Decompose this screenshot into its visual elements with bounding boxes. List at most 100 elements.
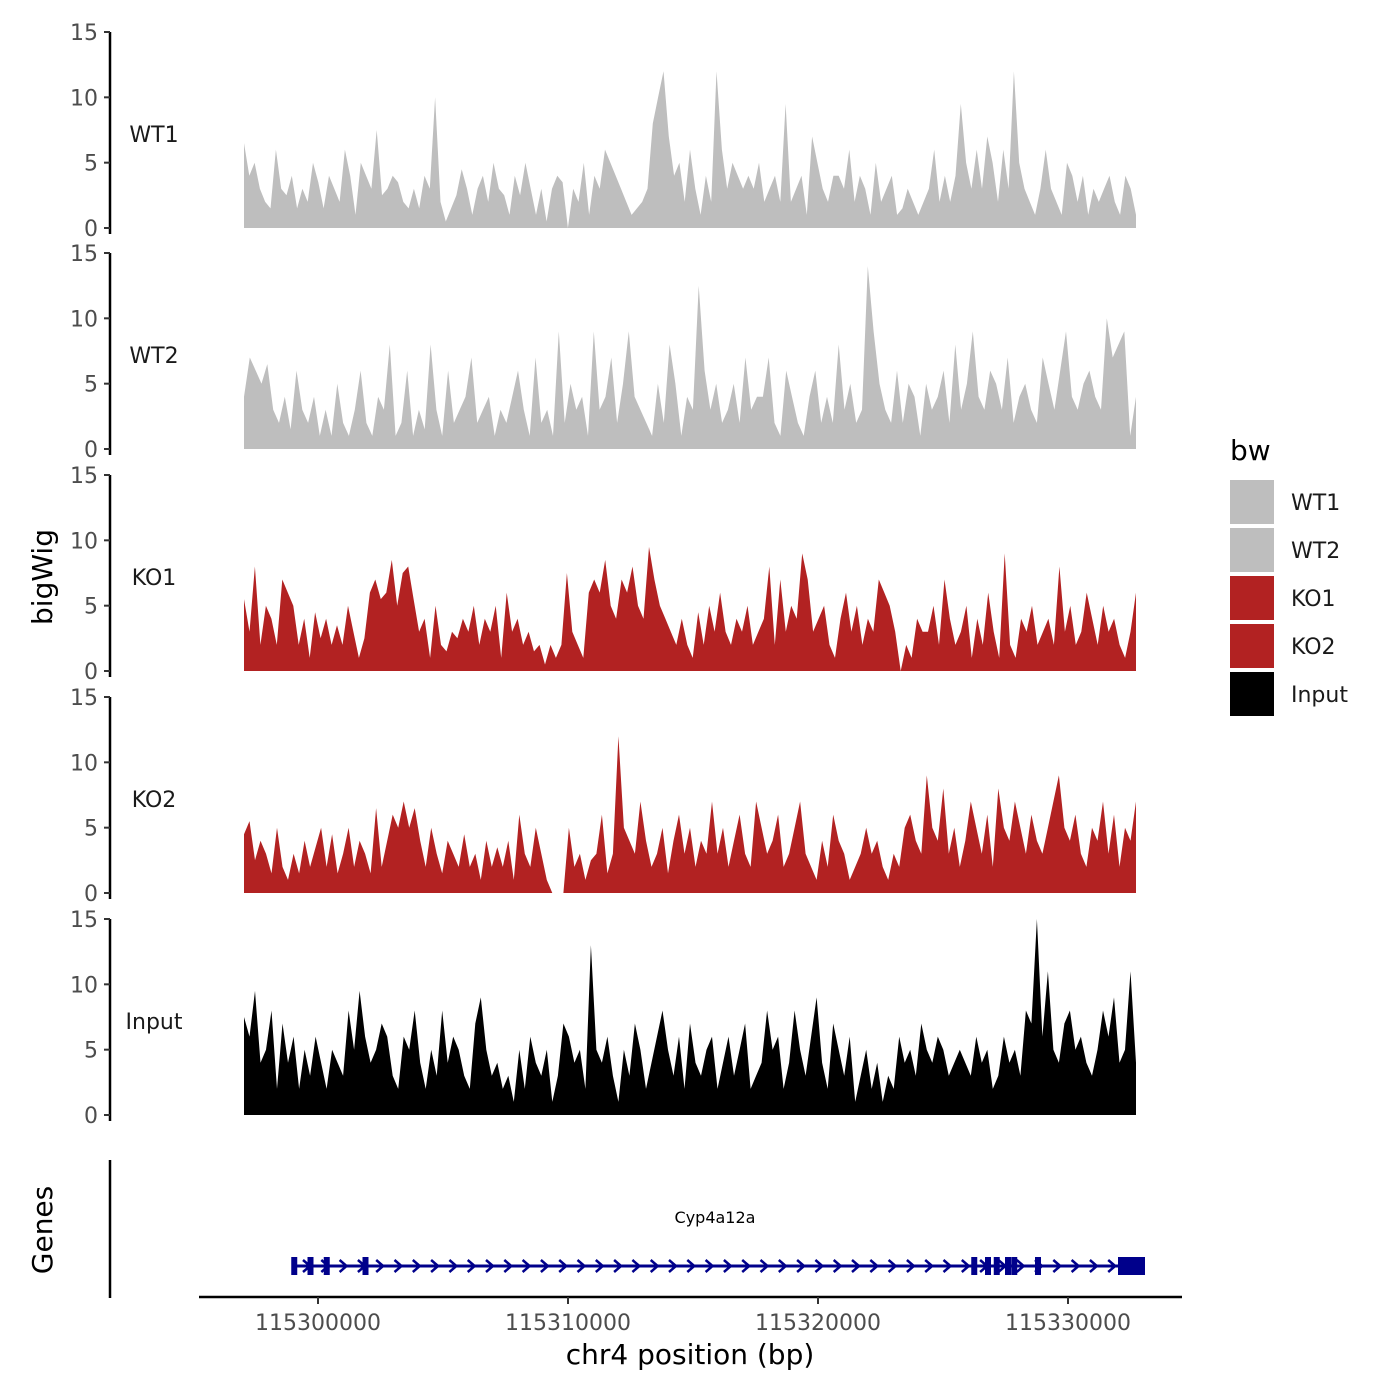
x-axis: 115300000 115310000 115320000 115330000: [199, 1295, 1182, 1336]
gene-exon: [971, 1257, 978, 1275]
y-tick-label: 10: [70, 86, 98, 111]
gene-exon: [1011, 1257, 1018, 1275]
y-tick-label: 15: [70, 242, 98, 267]
strand-arrow: [887, 1259, 898, 1273]
y-tick-label: 0: [84, 438, 98, 463]
track-ko1: 0 5 10 15 KO1: [70, 464, 1136, 685]
y-tick-label: 0: [84, 660, 98, 685]
y-tick-label: 5: [84, 817, 98, 842]
strand-arrow: [448, 1259, 459, 1273]
y-tick-label: 0: [84, 882, 98, 907]
strand-arrow: [375, 1259, 386, 1273]
strand-arrow: [594, 1259, 605, 1273]
strand-arrow: [869, 1259, 880, 1273]
strand-arrow: [393, 1259, 404, 1273]
gene-exon: [362, 1257, 369, 1275]
genes-axis-title: Genes: [26, 1186, 59, 1274]
strand-arrow: [338, 1259, 349, 1273]
strand-arrow: [777, 1259, 788, 1273]
x-tick-label: 115310000: [505, 1311, 631, 1336]
strand-arrow: [430, 1259, 441, 1273]
track-label-ko1: KO1: [132, 566, 177, 591]
gene-utr-block: [1118, 1257, 1145, 1275]
gene-exon: [323, 1257, 330, 1275]
legend-label-ko1: KO1: [1291, 587, 1336, 612]
gene-exon: [985, 1257, 991, 1275]
strand-arrow: [741, 1259, 752, 1273]
strand-arrow: [704, 1259, 715, 1273]
y-tick-label: 5: [84, 595, 98, 620]
strand-arrow: [631, 1259, 642, 1273]
track-input: 0 5 10 15 Input: [70, 908, 1136, 1129]
legend-label-wt1: WT1: [1291, 491, 1340, 516]
area-input: [244, 919, 1136, 1115]
strand-arrow: [924, 1259, 935, 1273]
strand-arrow: [942, 1259, 953, 1273]
strand-arrow: [649, 1259, 660, 1273]
y-tick-label: 0: [84, 217, 98, 242]
y-tick-label: 10: [70, 751, 98, 776]
strand-arrow: [668, 1259, 678, 1273]
y-tick-label: 10: [70, 529, 98, 554]
gene-exon: [993, 1257, 1000, 1275]
gene-exon: [291, 1257, 298, 1275]
strand-arrow: [411, 1259, 422, 1273]
legend-title: bw: [1230, 434, 1271, 467]
strand-arrow: [796, 1259, 807, 1273]
y-tick-label: 15: [70, 908, 98, 933]
strand-arrow: [723, 1259, 733, 1273]
x-tick-label: 115320000: [755, 1311, 881, 1336]
legend-label-input: Input: [1291, 683, 1348, 708]
track-wt2: 0 5 10 15 WT2: [70, 242, 1136, 463]
gene-track: Cyp4a12a: [108, 1160, 1145, 1298]
strand-arrow: [521, 1259, 532, 1273]
legend-swatch-wt2: [1230, 528, 1274, 572]
y-tick-label: 15: [70, 686, 98, 711]
y-tick-label: 5: [84, 1039, 98, 1064]
y-tick-label: 10: [70, 973, 98, 998]
legend-swatch-wt1: [1230, 480, 1274, 524]
strand-arrow: [485, 1259, 495, 1273]
gene-exon: [1005, 1257, 1011, 1275]
strand-arrow: [466, 1259, 477, 1273]
strand-arrow: [1052, 1259, 1063, 1273]
track-label-wt1: WT1: [129, 123, 178, 148]
strand-arrow: [1107, 1259, 1118, 1273]
legend-swatch-ko1: [1230, 576, 1274, 620]
strand-arrow: [759, 1259, 770, 1273]
y-tick-label: 5: [84, 152, 98, 177]
legend-label-wt2: WT2: [1291, 539, 1340, 564]
strand-arrow: [1070, 1259, 1081, 1273]
strand-arrow: [558, 1259, 569, 1273]
legend-swatch-ko2: [1230, 624, 1274, 668]
x-axis-title: chr4 position (bp): [566, 1338, 815, 1371]
legend: bw WT1 WT2 KO1 KO2 Input: [1230, 434, 1348, 716]
strand-arrow: [686, 1259, 697, 1273]
y-axis-title: bigWig: [26, 529, 59, 625]
strand-arrow: [540, 1259, 550, 1273]
track-label-input: Input: [126, 1010, 183, 1035]
y-tick-label: 0: [84, 1104, 98, 1129]
strand-arrow: [960, 1259, 971, 1273]
area-ko1: [244, 546, 1136, 671]
strand-arrow: [1015, 1259, 1026, 1273]
gene-exon: [307, 1257, 314, 1275]
strand-arrow: [576, 1259, 587, 1273]
strand-arrow: [906, 1259, 916, 1273]
y-tick-label: 15: [70, 21, 98, 46]
strand-arrow: [613, 1259, 624, 1273]
y-tick-label: 15: [70, 464, 98, 489]
area-wt1: [244, 71, 1136, 228]
track-label-wt2: WT2: [129, 344, 178, 369]
signal-tracks: 0 5 10 15 WT1 0 5 10 15 WT2 0 5 10 15 KO1 0 5 10 15 KO2 0 5 10…: [70, 21, 1136, 1129]
y-tick-label: 10: [70, 307, 98, 332]
strand-arrow: [832, 1259, 843, 1273]
strand-arrow: [503, 1259, 514, 1273]
strand-arrow: [814, 1259, 825, 1273]
legend-label-ko2: KO2: [1291, 635, 1336, 660]
gene-name-label: Cyp4a12a: [675, 1208, 756, 1227]
y-tick-label: 5: [84, 373, 98, 398]
track-label-ko2: KO2: [132, 788, 177, 813]
x-tick-label: 115300000: [255, 1311, 381, 1336]
area-ko2: [244, 736, 1136, 893]
